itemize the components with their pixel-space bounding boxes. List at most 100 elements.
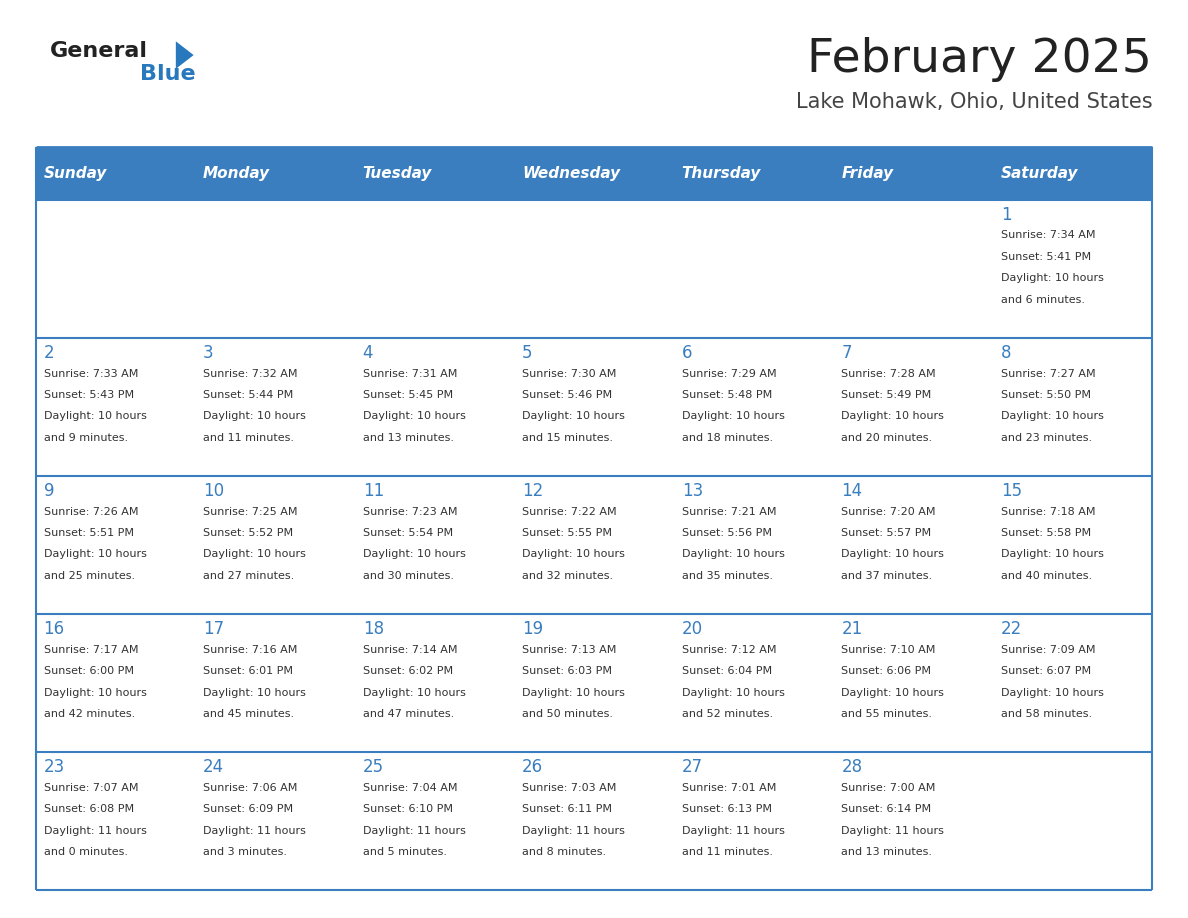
Text: Sunset: 5:46 PM: Sunset: 5:46 PM (523, 390, 612, 400)
Text: and 50 minutes.: and 50 minutes. (523, 709, 613, 719)
Text: and 23 minutes.: and 23 minutes. (1000, 432, 1092, 442)
Text: Daylight: 10 hours: Daylight: 10 hours (1000, 274, 1104, 284)
Text: 12: 12 (523, 482, 543, 499)
Text: Daylight: 10 hours: Daylight: 10 hours (44, 411, 146, 421)
Text: 17: 17 (203, 620, 225, 638)
Text: February 2025: February 2025 (808, 37, 1152, 82)
Text: Sunrise: 7:27 AM: Sunrise: 7:27 AM (1000, 368, 1095, 378)
Text: 3: 3 (203, 343, 214, 362)
Text: Sunrise: 7:09 AM: Sunrise: 7:09 AM (1000, 644, 1095, 655)
Text: Daylight: 10 hours: Daylight: 10 hours (841, 411, 944, 421)
Text: Monday: Monday (203, 166, 271, 181)
Text: and 0 minutes.: and 0 minutes. (44, 847, 127, 857)
Bar (36, 753, 1152, 890)
Text: Sunrise: 7:32 AM: Sunrise: 7:32 AM (203, 368, 298, 378)
Text: 5: 5 (523, 343, 532, 362)
Text: and 13 minutes.: and 13 minutes. (841, 847, 933, 857)
Polygon shape (176, 41, 194, 69)
Text: General: General (50, 41, 147, 62)
Text: 21: 21 (841, 620, 862, 638)
Text: and 40 minutes.: and 40 minutes. (1000, 571, 1092, 581)
Text: Saturday: Saturday (1000, 166, 1079, 181)
Text: Sunday: Sunday (44, 166, 107, 181)
Text: 19: 19 (523, 620, 543, 638)
Text: Sunset: 5:58 PM: Sunset: 5:58 PM (1000, 528, 1091, 538)
Text: Sunset: 6:07 PM: Sunset: 6:07 PM (1000, 666, 1091, 676)
Text: Daylight: 11 hours: Daylight: 11 hours (523, 825, 625, 835)
Text: Sunset: 5:43 PM: Sunset: 5:43 PM (44, 390, 134, 400)
Text: Sunset: 5:54 PM: Sunset: 5:54 PM (362, 528, 453, 538)
Text: and 47 minutes.: and 47 minutes. (362, 709, 454, 719)
Bar (36, 614, 1152, 753)
Text: Daylight: 10 hours: Daylight: 10 hours (682, 411, 784, 421)
Text: 4: 4 (362, 343, 373, 362)
Text: Sunset: 5:51 PM: Sunset: 5:51 PM (44, 528, 133, 538)
Text: Sunrise: 7:28 AM: Sunrise: 7:28 AM (841, 368, 936, 378)
Text: 24: 24 (203, 758, 225, 776)
Text: 22: 22 (1000, 620, 1022, 638)
Text: and 25 minutes.: and 25 minutes. (44, 571, 134, 581)
Text: Sunrise: 7:03 AM: Sunrise: 7:03 AM (523, 783, 617, 793)
Text: 13: 13 (682, 482, 703, 499)
Text: Daylight: 10 hours: Daylight: 10 hours (1000, 688, 1104, 698)
Text: 2: 2 (44, 343, 55, 362)
Text: and 11 minutes.: and 11 minutes. (203, 432, 295, 442)
Text: Daylight: 11 hours: Daylight: 11 hours (44, 825, 146, 835)
Text: 18: 18 (362, 620, 384, 638)
Text: Sunrise: 7:01 AM: Sunrise: 7:01 AM (682, 783, 776, 793)
Text: Sunset: 6:09 PM: Sunset: 6:09 PM (203, 804, 293, 814)
Text: Sunset: 5:57 PM: Sunset: 5:57 PM (841, 528, 931, 538)
Bar (36, 200, 1152, 338)
Text: and 37 minutes.: and 37 minutes. (841, 571, 933, 581)
Text: Thursday: Thursday (682, 166, 762, 181)
Bar (36, 338, 1152, 476)
Text: Sunset: 6:04 PM: Sunset: 6:04 PM (682, 666, 772, 676)
Text: Daylight: 11 hours: Daylight: 11 hours (203, 825, 307, 835)
Text: 6: 6 (682, 343, 693, 362)
Text: Daylight: 10 hours: Daylight: 10 hours (44, 550, 146, 559)
Text: Lake Mohawk, Ohio, United States: Lake Mohawk, Ohio, United States (796, 92, 1152, 112)
Text: Sunrise: 7:30 AM: Sunrise: 7:30 AM (523, 368, 617, 378)
Text: 20: 20 (682, 620, 703, 638)
Text: Sunset: 6:00 PM: Sunset: 6:00 PM (44, 666, 133, 676)
Text: Daylight: 11 hours: Daylight: 11 hours (362, 825, 466, 835)
Text: Daylight: 10 hours: Daylight: 10 hours (1000, 411, 1104, 421)
Text: Sunrise: 7:16 AM: Sunrise: 7:16 AM (203, 644, 297, 655)
Text: Sunrise: 7:22 AM: Sunrise: 7:22 AM (523, 507, 617, 517)
Text: Daylight: 10 hours: Daylight: 10 hours (362, 550, 466, 559)
Text: Daylight: 10 hours: Daylight: 10 hours (682, 550, 784, 559)
Text: Sunset: 6:02 PM: Sunset: 6:02 PM (362, 666, 453, 676)
Text: Sunrise: 7:04 AM: Sunrise: 7:04 AM (362, 783, 457, 793)
Text: Sunrise: 7:31 AM: Sunrise: 7:31 AM (362, 368, 457, 378)
Text: and 8 minutes.: and 8 minutes. (523, 847, 606, 857)
Text: Sunset: 6:14 PM: Sunset: 6:14 PM (841, 804, 931, 814)
Text: Sunset: 6:13 PM: Sunset: 6:13 PM (682, 804, 772, 814)
Text: Sunrise: 7:10 AM: Sunrise: 7:10 AM (841, 644, 936, 655)
Text: and 35 minutes.: and 35 minutes. (682, 571, 772, 581)
Text: and 27 minutes.: and 27 minutes. (203, 571, 295, 581)
Text: Sunset: 6:03 PM: Sunset: 6:03 PM (523, 666, 612, 676)
Text: and 18 minutes.: and 18 minutes. (682, 432, 773, 442)
Text: Blue: Blue (140, 64, 196, 84)
Text: Daylight: 10 hours: Daylight: 10 hours (1000, 550, 1104, 559)
Text: 8: 8 (1000, 343, 1011, 362)
Text: Sunrise: 7:26 AM: Sunrise: 7:26 AM (44, 507, 138, 517)
Text: Sunrise: 7:14 AM: Sunrise: 7:14 AM (362, 644, 457, 655)
Text: Daylight: 10 hours: Daylight: 10 hours (203, 411, 307, 421)
Text: Sunset: 5:50 PM: Sunset: 5:50 PM (1000, 390, 1091, 400)
Text: Sunrise: 7:21 AM: Sunrise: 7:21 AM (682, 507, 776, 517)
Text: and 3 minutes.: and 3 minutes. (203, 847, 287, 857)
Text: Sunrise: 7:25 AM: Sunrise: 7:25 AM (203, 507, 298, 517)
Text: and 42 minutes.: and 42 minutes. (44, 709, 135, 719)
Bar (36, 476, 1152, 614)
Text: Daylight: 10 hours: Daylight: 10 hours (362, 688, 466, 698)
Text: and 6 minutes.: and 6 minutes. (1000, 295, 1085, 305)
Text: Daylight: 11 hours: Daylight: 11 hours (682, 825, 784, 835)
Text: 14: 14 (841, 482, 862, 499)
Text: 16: 16 (44, 620, 64, 638)
Text: 9: 9 (44, 482, 55, 499)
Text: and 11 minutes.: and 11 minutes. (682, 847, 772, 857)
Text: Sunset: 5:49 PM: Sunset: 5:49 PM (841, 390, 931, 400)
Text: and 32 minutes.: and 32 minutes. (523, 571, 613, 581)
Text: 26: 26 (523, 758, 543, 776)
